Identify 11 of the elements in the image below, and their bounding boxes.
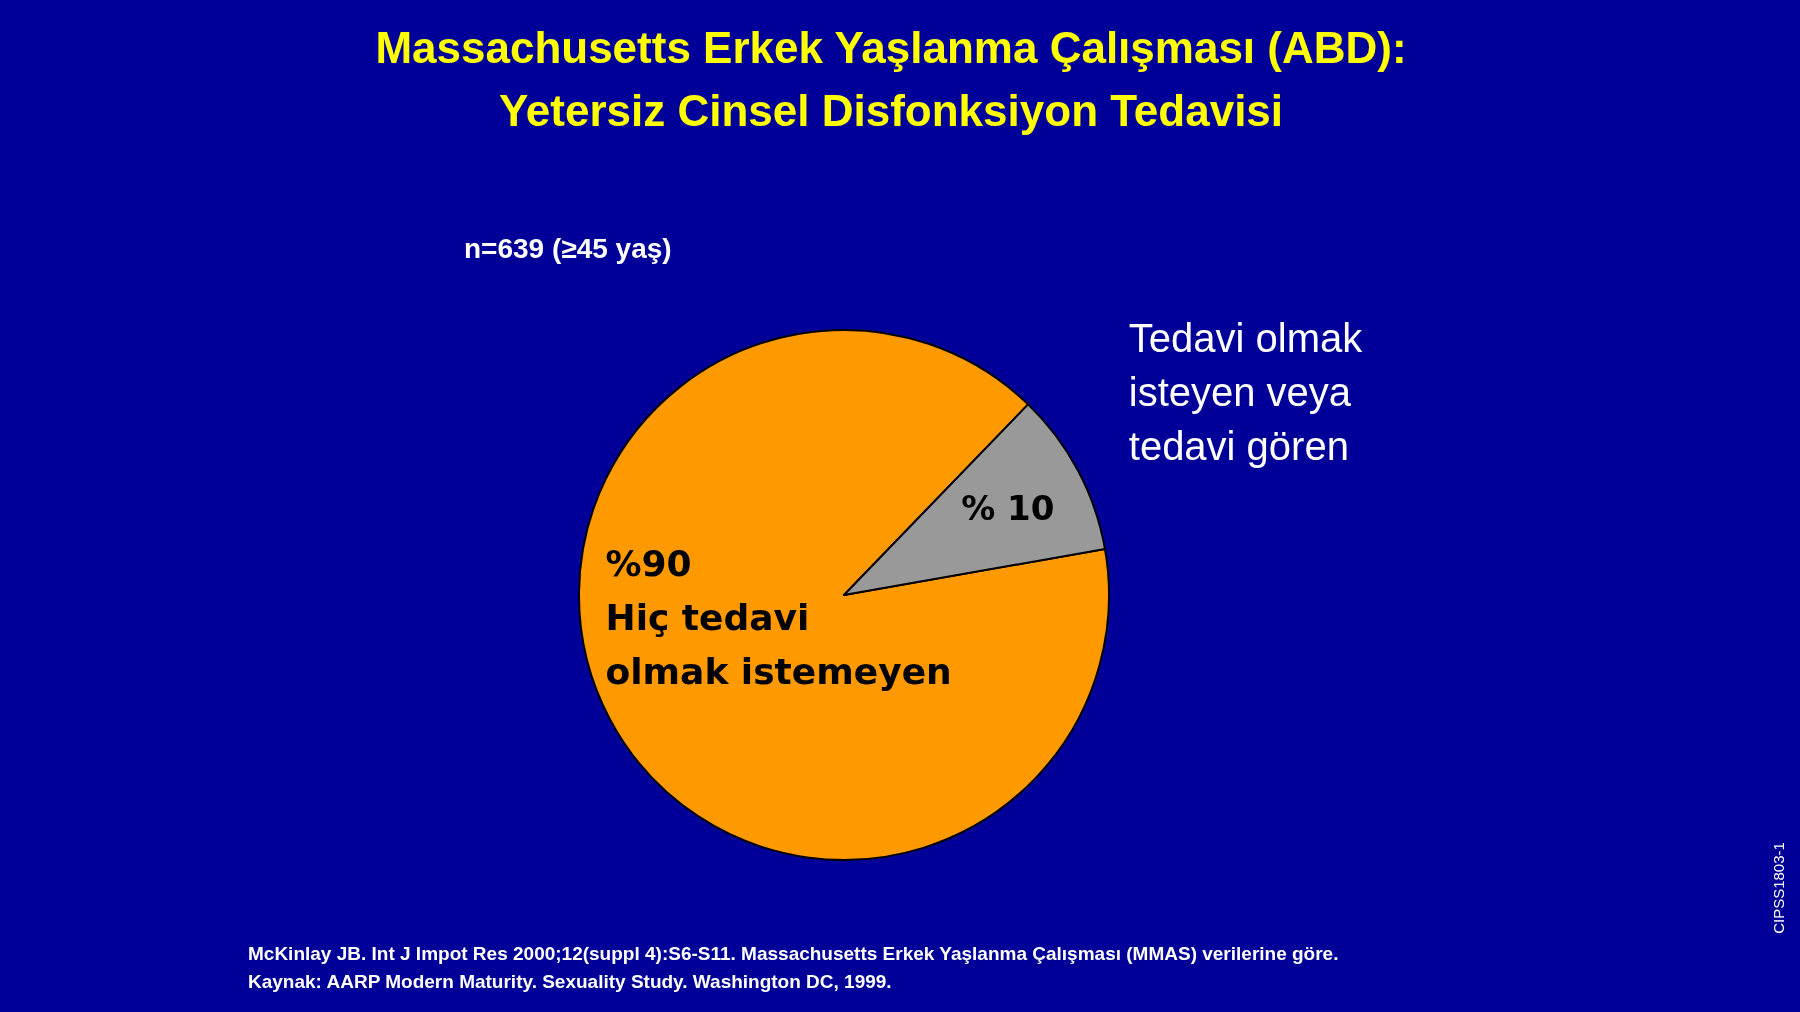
chart-subtitle: n=639 (≥45 yaş) (464, 233, 672, 264)
pie-slice (578, 329, 1110, 861)
text: McKinlay JB. Int J Impot Res 2000;12(suppl 4):S6-S11. Massachusetts Erkek Yaşlanma Çalışması (MMAS) verilerine göre. (248, 943, 1339, 964)
text: CIPSS1803-1 (1770, 842, 1787, 934)
slice-label: Tedavi olmak isteyen veya tedavi gören (1128, 315, 1364, 468)
chart-title: Massachusetts Erkek Yaşlanma Çalışması (ABD): Yetersiz Cinsel Disfonksiyon Tedavisi (375, 23, 1407, 135)
data-label: % 10 (961, 487, 1055, 528)
text: Kaynak: AARP Modern Maturity. Sexuality Study. Washington DC, 1999. (248, 971, 892, 992)
pie-slice (843, 403, 1106, 596)
data-label: %90 (605, 543, 692, 584)
slice-label: Hiç tedavi olmak istemeyen (605, 597, 952, 692)
